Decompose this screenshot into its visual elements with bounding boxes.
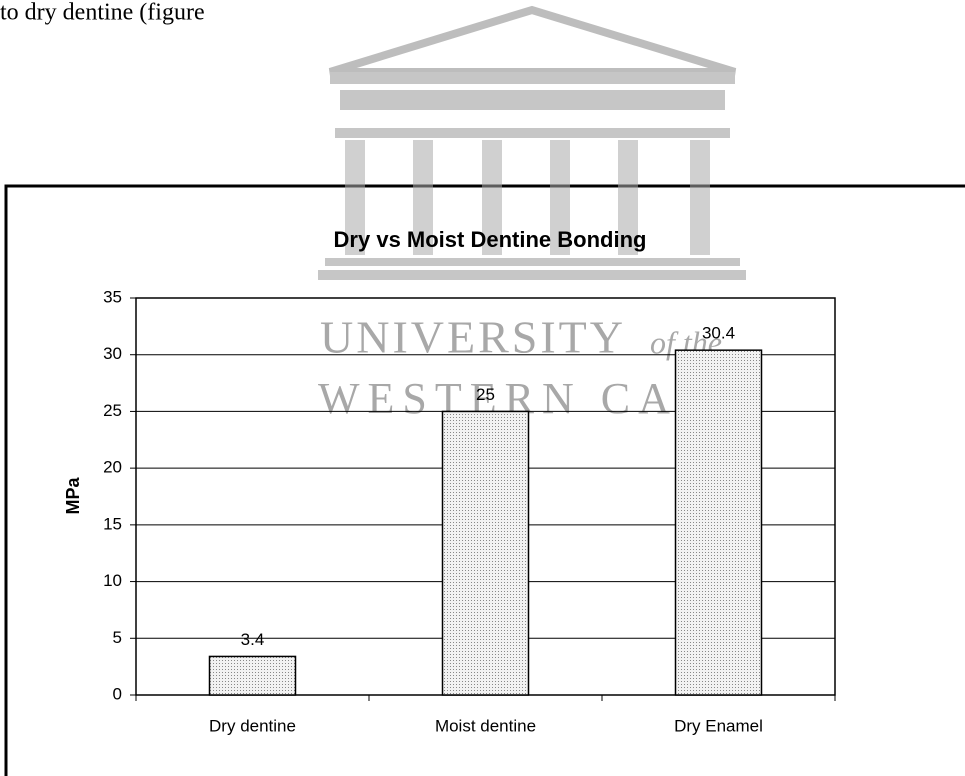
x-tick-label: Dry dentine (209, 716, 296, 735)
chart-title: Dry vs Moist Dentine Bonding (334, 227, 647, 252)
bar (674, 349, 763, 696)
y-tick-label: 15 (103, 514, 122, 533)
watermark-building (318, 5, 746, 280)
x-tick-label: Dry Enamel (674, 716, 763, 735)
bar (208, 655, 297, 696)
bar (441, 410, 530, 696)
y-tick-label: 20 (103, 458, 122, 477)
y-tick-label: 25 (103, 401, 122, 420)
data-label: 25 (476, 385, 495, 404)
y-tick-label: 35 (103, 287, 122, 306)
watermark-text: UNIVERSITY (320, 312, 626, 363)
data-label: 30.4 (702, 324, 735, 343)
x-tick-label: Moist dentine (435, 716, 536, 735)
y-tick-label: 30 (103, 344, 122, 363)
y-tick-label: 0 (113, 684, 122, 703)
y-tick-label: 10 (103, 571, 122, 590)
y-axis-label: MPa (63, 477, 83, 515)
y-tick-label: 5 (113, 628, 122, 647)
page-text: ng to dry dentine (figure (0, 0, 205, 26)
data-label: 3.4 (241, 630, 265, 649)
